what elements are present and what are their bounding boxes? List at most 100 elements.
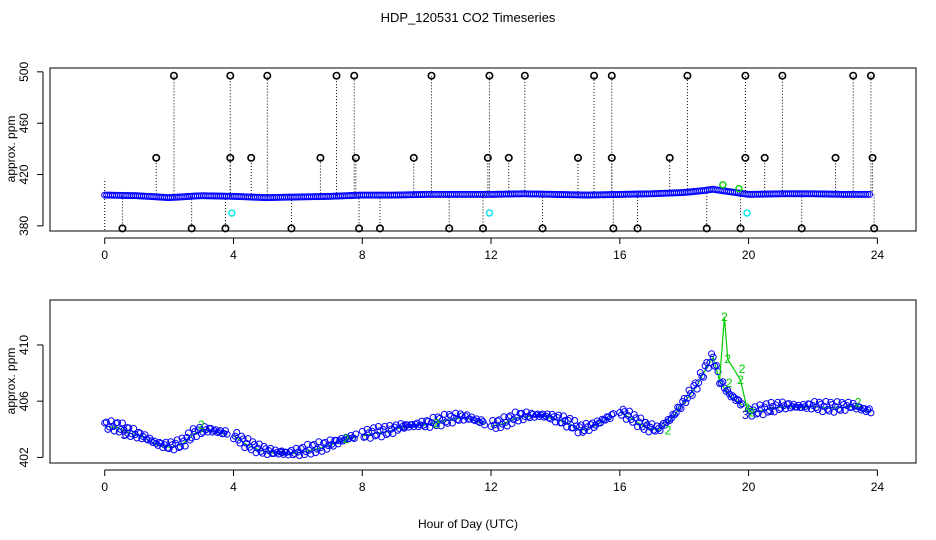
bottom-plot-frame <box>49 299 917 464</box>
data-point <box>447 412 455 420</box>
data-point <box>728 392 736 400</box>
green-spike-label: 2 <box>744 401 751 415</box>
spike-point <box>485 71 494 80</box>
data-point <box>634 423 642 431</box>
data-point <box>698 372 706 380</box>
bottom-x-axis: 0 4 8 12 16 20 24 <box>101 469 884 494</box>
spike-point <box>427 71 436 80</box>
x-tick-label: 20 <box>742 248 756 262</box>
data-point <box>458 412 466 420</box>
data-point <box>474 417 482 425</box>
x-tick-label: 12 <box>484 248 498 262</box>
data-point <box>493 417 501 425</box>
data-point <box>176 443 184 451</box>
data-point <box>555 411 563 419</box>
spike-point <box>316 153 325 162</box>
data-point <box>455 416 463 424</box>
green-spike-label: 2 <box>737 373 744 387</box>
spike-point <box>741 153 750 162</box>
data-point <box>173 436 181 444</box>
data-point <box>751 403 759 411</box>
data-point <box>244 435 252 443</box>
data-point <box>426 423 434 431</box>
data-point <box>788 402 796 410</box>
spike-point <box>538 224 547 233</box>
data-point <box>270 449 278 457</box>
data-point <box>497 424 505 432</box>
spike-point <box>351 153 360 162</box>
data-point <box>645 428 653 436</box>
data-point <box>350 435 358 443</box>
data-point <box>247 446 255 454</box>
cyan-point <box>743 209 751 217</box>
x-tick-label: 20 <box>742 480 756 494</box>
data-point <box>308 441 316 449</box>
data-point <box>746 407 754 415</box>
bottom-y-axis: 402 406 410 <box>17 335 44 467</box>
data-point <box>263 451 271 459</box>
data-point <box>691 379 699 387</box>
data-point <box>295 451 303 459</box>
data-point <box>489 416 497 424</box>
data-point <box>775 406 783 414</box>
data-point <box>258 449 266 457</box>
data-point <box>316 444 324 452</box>
data-point <box>656 427 664 435</box>
data-point <box>774 398 782 406</box>
data-point <box>363 425 371 433</box>
data-point <box>762 400 770 408</box>
data-point <box>305 446 313 454</box>
spike-point <box>169 71 178 80</box>
y-tick-label: 410 <box>17 335 31 355</box>
data-point <box>370 424 378 432</box>
data-point <box>727 393 735 401</box>
x-tick-label: 12 <box>484 480 498 494</box>
label-2: 2 <box>343 432 350 446</box>
data-point <box>522 408 530 416</box>
spike-point <box>868 153 877 162</box>
label-3: 3 <box>121 428 128 442</box>
x-tick-label: 0 <box>101 248 108 262</box>
data-point <box>812 404 820 412</box>
data-point <box>125 424 133 432</box>
data-point <box>481 421 489 429</box>
data-point <box>551 418 559 426</box>
data-point <box>233 429 241 437</box>
x-tick-label: 16 <box>613 248 627 262</box>
spike-point <box>607 153 616 162</box>
data-point <box>508 420 516 428</box>
data-point <box>700 373 708 381</box>
data-point <box>696 369 704 377</box>
spike-point <box>226 71 235 80</box>
data-point <box>479 418 487 426</box>
label-2: 2 <box>433 417 440 431</box>
baseline-point <box>862 190 870 198</box>
cyan-point <box>228 209 236 217</box>
data-point <box>114 419 122 427</box>
data-point <box>403 421 411 429</box>
data-point <box>574 429 582 437</box>
data-point <box>514 417 522 425</box>
data-point <box>117 426 125 434</box>
data-point <box>608 411 616 419</box>
data-point <box>389 430 397 438</box>
x-tick-label: 24 <box>871 248 885 262</box>
label-3: 3 <box>742 408 749 422</box>
data-point <box>436 414 444 422</box>
data-point <box>563 423 571 431</box>
spike-point <box>849 71 858 80</box>
data-point <box>502 418 510 426</box>
data-point <box>421 423 429 431</box>
label-2: 2 <box>739 362 746 376</box>
label-3: 3 <box>401 419 408 433</box>
green-point <box>735 184 743 193</box>
data-point <box>671 411 679 419</box>
spike-point <box>702 224 711 233</box>
green-spike-label: 2 <box>724 352 731 366</box>
data-point <box>836 406 844 414</box>
x-tick-label: 8 <box>359 480 366 494</box>
y-tick-label: 380 <box>17 216 31 236</box>
data-point <box>429 413 437 421</box>
